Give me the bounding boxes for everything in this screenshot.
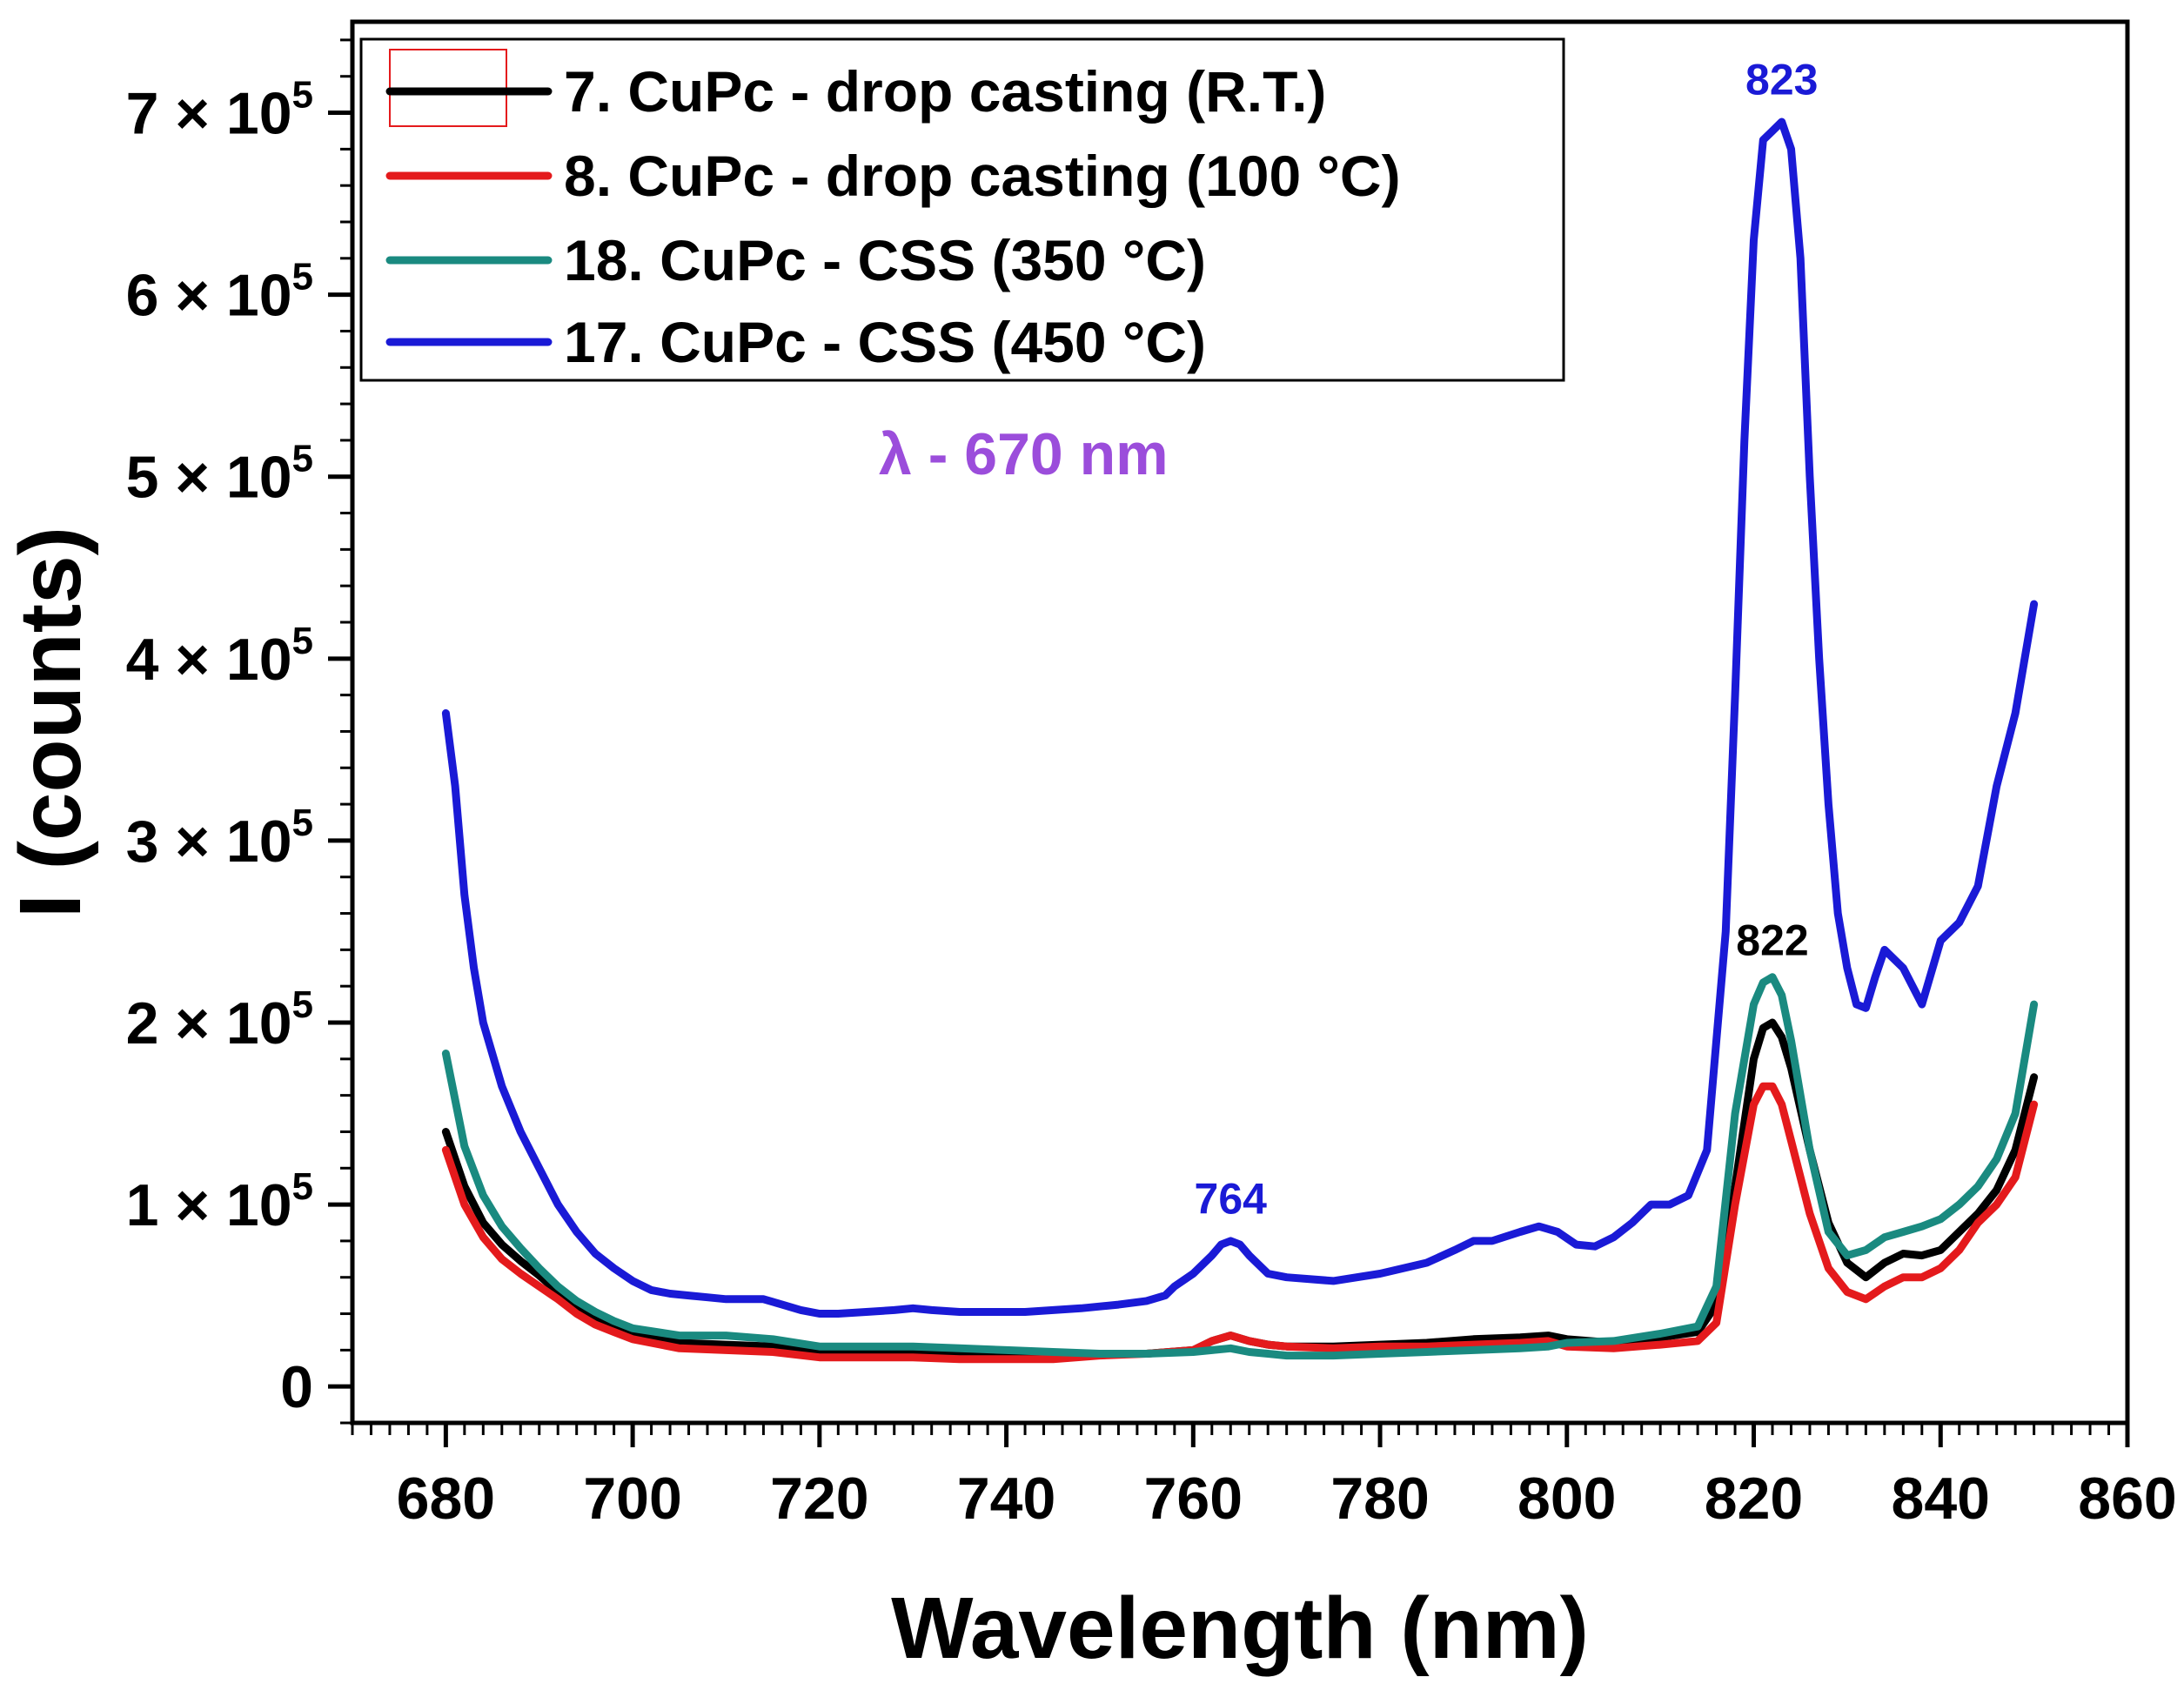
- x-axis-title: Wavelength (nm): [891, 1580, 1589, 1677]
- peak-annotation-823: 823: [1745, 56, 1818, 104]
- x-tick-label: 760: [1144, 1466, 1243, 1532]
- legend-box: [359, 37, 1565, 382]
- y-axis-ticks: [328, 38, 352, 1425]
- legend-label-4: 17. CuPc - CSS (450 °C): [564, 310, 1206, 374]
- plot-frame: [350, 19, 2130, 1426]
- series-group: [441, 117, 2039, 1364]
- y-tick-label: 4 × 105: [126, 620, 313, 693]
- y-tick-label: 3 × 105: [126, 802, 313, 875]
- x-tick-label: 740: [957, 1466, 1055, 1532]
- excitation-wavelength-label: λ - 670 nm: [879, 421, 1169, 487]
- x-axis-tick-labels: 680 700 720 740 760 780 800 820 840 860: [397, 1466, 2177, 1532]
- x-tick-label: 840: [1892, 1466, 1990, 1532]
- y-tick-label: 5 × 105: [126, 438, 313, 511]
- x-tick-label: 820: [1705, 1466, 1803, 1532]
- y-tick-label: 6 × 105: [126, 256, 313, 329]
- x-tick-label: 800: [1517, 1466, 1616, 1532]
- peak-annotations: 823 822 764: [1195, 56, 1819, 1224]
- x-tick-label: 780: [1330, 1466, 1429, 1532]
- y-tick-label: 0: [280, 1354, 313, 1420]
- y-axis-tick-labels: 0 1 × 105 2 × 105 3 × 105 4 × 105 5 × 105 6 × …: [126, 74, 313, 1421]
- x-tick-label: 720: [770, 1466, 868, 1532]
- y-tick-label: 1 × 105: [126, 1165, 313, 1238]
- y-tick-label: 7 × 105: [126, 74, 313, 147]
- legend-label-1: 7. CuPc - drop casting (R.T.): [564, 59, 1326, 124]
- y-tick-label: 2 × 105: [126, 983, 313, 1057]
- peak-annotation-822: 822: [1736, 916, 1808, 965]
- legend-label-2: 8. CuPc - drop casting (100 °C): [564, 144, 1401, 208]
- y-axis-title: I (counts): [2, 527, 99, 918]
- legend-label-3: 18. CuPc - CSS (350 °C): [564, 228, 1206, 292]
- series-line-4: [441, 117, 2039, 1318]
- x-tick-label: 700: [583, 1466, 681, 1532]
- series-line-2: [441, 1082, 2039, 1364]
- peak-annotation-764: 764: [1195, 1175, 1268, 1224]
- series-line-3: [441, 973, 2039, 1360]
- x-axis-ticks: [351, 1423, 2130, 1447]
- legend: 7. CuPc - drop casting (R.T.) 8. CuPc - d…: [359, 37, 1565, 382]
- x-tick-label: 860: [2078, 1466, 2176, 1532]
- x-tick-label: 680: [397, 1466, 495, 1532]
